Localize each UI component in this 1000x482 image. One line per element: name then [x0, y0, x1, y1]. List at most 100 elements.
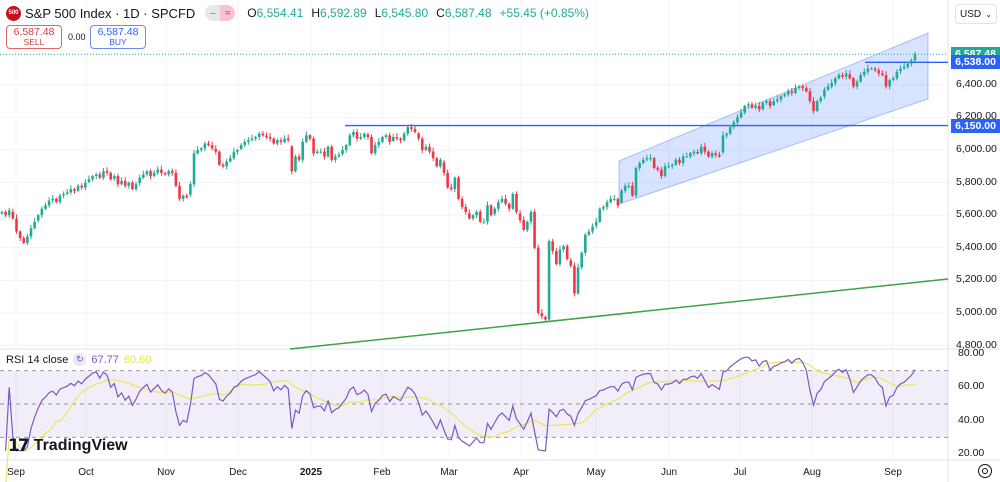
- sell-button[interactable]: 6,587.48 SELL: [6, 25, 62, 49]
- candle-body: [801, 86, 804, 89]
- candle-body: [174, 172, 178, 186]
- candle-body: [555, 251, 558, 265]
- symbol-title[interactable]: S&P 500 Index · 1D · SPCFD: [25, 5, 196, 21]
- candle-body: [305, 135, 308, 142]
- approx-icon: ≈: [220, 5, 236, 21]
- candle-body: [388, 135, 391, 142]
- candle-body: [895, 71, 899, 79]
- candle-body: [18, 231, 22, 239]
- candle-body: [185, 195, 189, 198]
- candle-body: [826, 86, 830, 90]
- candle-body: [844, 73, 848, 77]
- rsi-ma-line: [5, 361, 916, 482]
- candle-body: [33, 221, 36, 229]
- candle-body: [116, 176, 120, 185]
- ohlc-open: O6,554.41: [247, 6, 304, 20]
- rsi-line: [5, 356, 916, 452]
- candle-body: [797, 86, 801, 88]
- loading-icon: ↻: [73, 353, 87, 366]
- sp500-logo-icon: 500: [6, 5, 21, 21]
- candle-body: [631, 185, 634, 196]
- candle-body: [58, 195, 62, 203]
- candle-body: [819, 97, 823, 102]
- candle-body: [573, 265, 576, 294]
- candle-body: [721, 135, 725, 153]
- candle-body: [612, 198, 616, 200]
- candle-body: [105, 171, 109, 173]
- candle-body: [507, 203, 511, 209]
- candle-body: [312, 138, 315, 154]
- candle-body: [413, 128, 417, 133]
- candle-body: [794, 88, 797, 93]
- candle-body: [84, 182, 87, 188]
- candle-body: [522, 220, 526, 230]
- price-tick-label: 5,000.00: [956, 306, 997, 318]
- candle-body: [692, 151, 696, 154]
- candle-body: [714, 153, 718, 155]
- candle-body: [283, 138, 286, 142]
- price-tag: 6,150.00: [951, 118, 1000, 133]
- price-tag: 6,538.00: [951, 55, 1000, 70]
- price-tick-label: 5,800.00: [956, 175, 997, 188]
- candle-body: [526, 221, 529, 230]
- buy-label: BUY: [109, 37, 127, 47]
- candle-body: [341, 150, 344, 154]
- currency-selector[interactable]: USD ⌄: [955, 4, 997, 24]
- candle-body: [910, 60, 913, 64]
- candle-body: [47, 200, 51, 206]
- buy-button[interactable]: 6,587.48 BUY: [90, 25, 146, 49]
- candle-body: [812, 101, 815, 111]
- candle-body: [656, 167, 660, 170]
- candle-body: [852, 78, 855, 87]
- candle-body: [123, 180, 127, 186]
- candle-body: [772, 101, 776, 106]
- time-tick-label: Mar: [440, 467, 458, 478]
- candle-body: [468, 213, 471, 219]
- candle-body: [192, 153, 196, 185]
- time-tick-label: Sep: [884, 467, 902, 478]
- candle-body: [649, 158, 652, 160]
- candle-body: [565, 246, 569, 260]
- candle-body: [685, 156, 689, 158]
- tradingview-logo[interactable]: 17 TradingView: [8, 436, 128, 456]
- candle-body: [160, 169, 163, 173]
- candle-body: [65, 192, 69, 195]
- candle-body: [591, 226, 594, 232]
- candle-body: [344, 145, 348, 150]
- candle-body: [533, 211, 536, 248]
- candle-body: [152, 172, 156, 177]
- candle-body: [786, 91, 790, 95]
- candle-body: [761, 102, 765, 110]
- candle-body: [214, 149, 218, 152]
- candle-body: [906, 63, 910, 67]
- rsi-legend: RSI 14 close ↻ 67.77 60.60: [6, 353, 151, 366]
- candle-body: [707, 151, 710, 157]
- candle-body: [442, 162, 446, 173]
- candle-body: [167, 171, 170, 175]
- candle-body: [228, 158, 232, 162]
- candle-body: [221, 164, 225, 167]
- candle-body: [370, 136, 373, 154]
- ohlc-change: +55.45 (+0.85%): [499, 6, 589, 20]
- candle-body: [44, 205, 47, 209]
- settings-icon[interactable]: [978, 464, 992, 478]
- market-status-pill[interactable]: – ≈: [205, 5, 236, 21]
- candle-body: [428, 146, 431, 152]
- candle-body: [504, 198, 507, 204]
- candle-body: [243, 141, 247, 146]
- candle-body: [261, 133, 265, 136]
- price-tick-label: 5,400.00: [956, 240, 997, 253]
- time-tick-label: Apr: [513, 467, 529, 478]
- candle-body: [51, 198, 55, 201]
- candle-body: [431, 151, 435, 159]
- candle-body: [776, 99, 779, 102]
- candle-body: [478, 211, 482, 222]
- rsi-title[interactable]: RSI 14 close: [6, 353, 69, 366]
- candle-body: [757, 105, 761, 110]
- candle-body: [406, 127, 410, 134]
- candle-body: [728, 127, 732, 134]
- candle-body: [279, 140, 283, 142]
- candle-body: [602, 207, 605, 209]
